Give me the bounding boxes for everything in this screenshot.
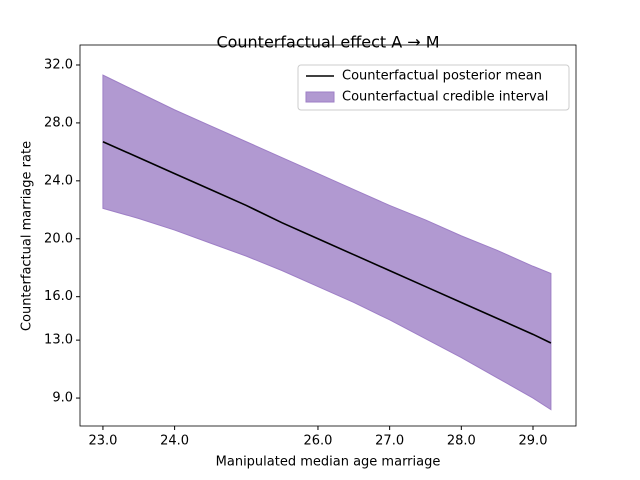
legend-label: Counterfactual credible interval [342, 90, 548, 105]
x-tick-label: 27.0 [375, 434, 404, 449]
x-tick-label: 23.0 [88, 434, 117, 449]
y-tick-label: 9.0 [52, 391, 73, 406]
chart-title: Counterfactual effect A → M [216, 33, 439, 52]
y-tick-label: 28.0 [44, 115, 73, 130]
y-tick-label: 13.0 [44, 333, 73, 348]
plot-frame [79, 44, 577, 427]
x-tick-label: 26.0 [303, 434, 332, 449]
x-axis-label: Manipulated median age marriage [216, 455, 441, 470]
y-axis-label: Counterfactual marriage rate [20, 141, 35, 331]
legend-box [297, 64, 570, 111]
y-tick-label: 24.0 [44, 173, 73, 188]
mean-line [102, 141, 552, 344]
y-tick-label: 32.0 [44, 57, 73, 72]
y-tick-label: 20.0 [44, 231, 73, 246]
x-tick-label: 29.0 [519, 434, 548, 449]
legend-swatch [305, 91, 335, 103]
legend-label: Counterfactual posterior mean [342, 69, 542, 84]
x-tick-label: 28.0 [447, 434, 476, 449]
x-tick-label: 24.0 [160, 434, 189, 449]
y-tick-label: 16.0 [44, 289, 73, 304]
